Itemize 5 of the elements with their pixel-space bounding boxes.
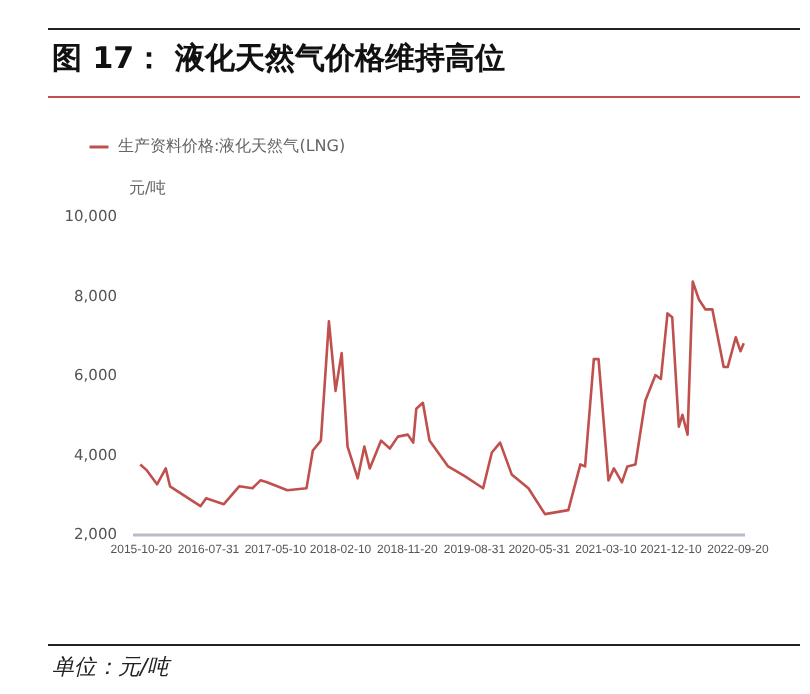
chart-title: 图 17： 液化天然气价格维持高位 xyxy=(52,40,505,78)
line-series xyxy=(138,280,746,516)
legend-label: 生产资料价格:液化天然气(LNG) xyxy=(118,137,346,155)
text: 单位：元/吨 xyxy=(52,652,170,682)
y-axis-title: 元/吨 xyxy=(129,179,167,197)
